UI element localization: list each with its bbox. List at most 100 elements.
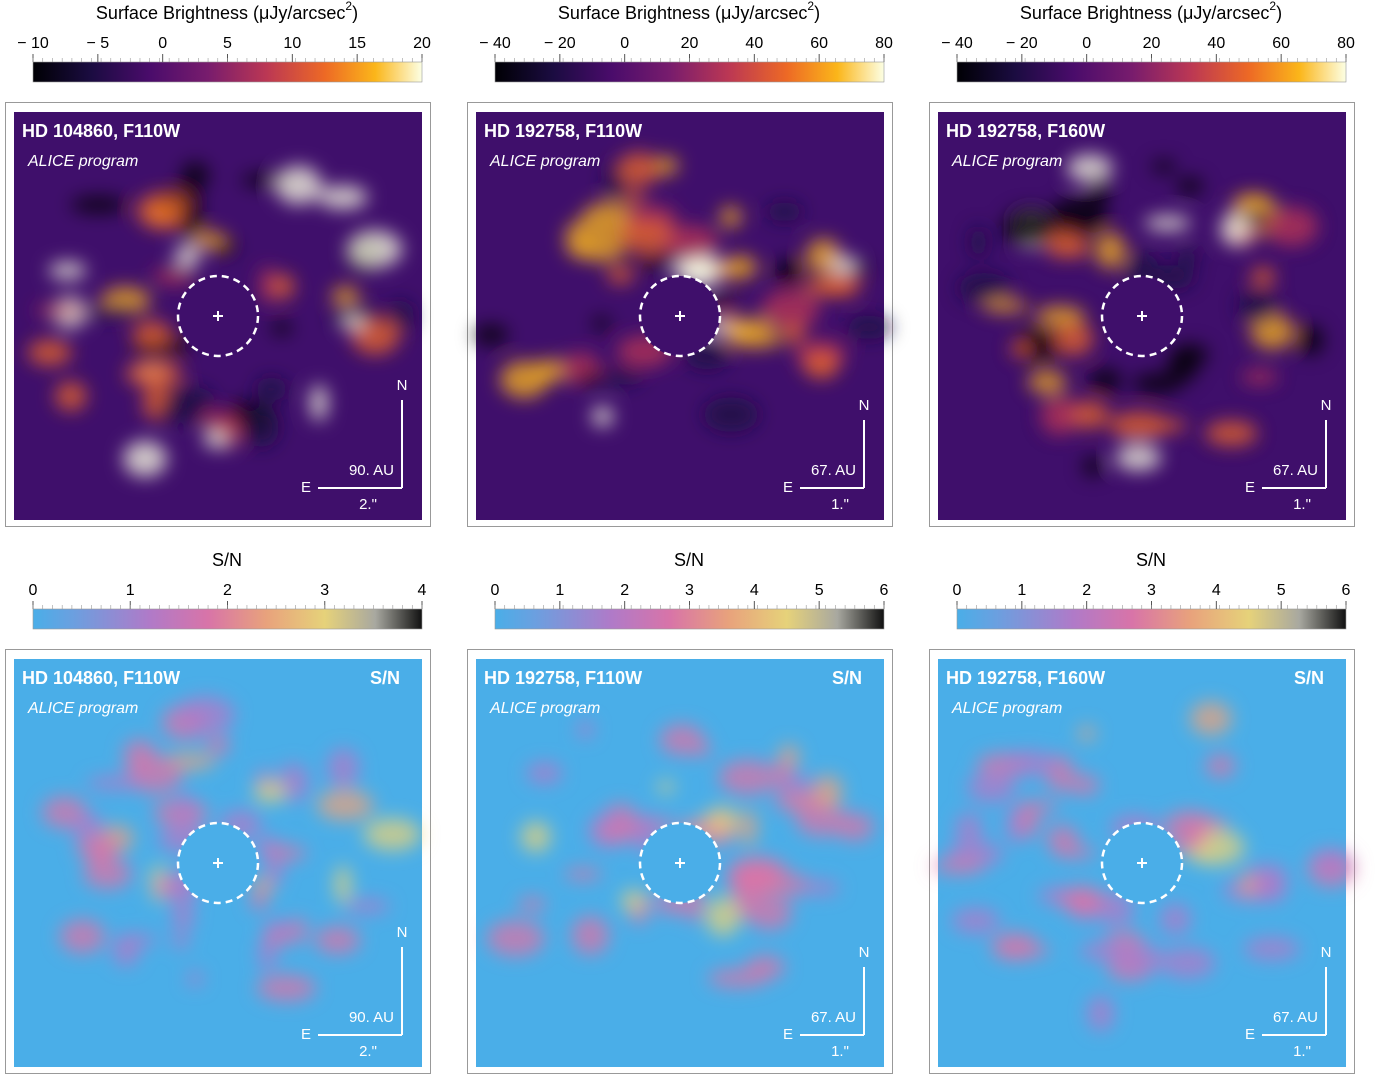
image-blob — [739, 809, 758, 847]
image-blob — [580, 371, 600, 386]
image-blob — [657, 780, 675, 794]
image-blob — [1313, 848, 1349, 878]
east-label: E — [301, 1026, 311, 1043]
colorbar-tick-label: 0 — [1082, 35, 1091, 52]
image-blob — [256, 974, 317, 1002]
image-blob — [706, 896, 741, 937]
colorbar-tick-label: 6 — [880, 582, 889, 599]
image-blob — [263, 845, 307, 861]
image-blob — [1002, 750, 1058, 776]
image-blob — [473, 324, 509, 346]
image-blob — [520, 821, 551, 853]
panel-title: HD 192758, F110W — [484, 668, 642, 688]
image-blob — [1078, 725, 1096, 742]
colorbar-label: S/N — [674, 550, 704, 570]
panel-title: HD 104860, F110W — [22, 121, 180, 141]
colorbar-tick-label: 3 — [1147, 582, 1156, 599]
east-label: E — [783, 479, 793, 496]
label-sup: 2 — [1269, 0, 1276, 13]
image-blob — [255, 377, 288, 401]
au-scale: 90. AU — [349, 1009, 394, 1026]
colorbar-tick-label: 80 — [875, 35, 893, 52]
image-blob — [619, 220, 678, 255]
label-sup: 2 — [807, 0, 814, 13]
image-blob — [761, 289, 820, 330]
image-blob — [577, 720, 594, 739]
au-scale: 67. AU — [1273, 462, 1318, 479]
image-blob — [621, 889, 647, 912]
north-label: N — [859, 397, 870, 414]
image-blob — [1035, 305, 1086, 327]
image-blob — [617, 152, 660, 186]
colorbar-tick-label: − 5 — [86, 35, 109, 52]
east-label: E — [1245, 479, 1255, 496]
colorbar-tick-label: 5 — [815, 582, 824, 599]
image-structure — [932, 701, 1355, 1032]
image-blob — [136, 192, 193, 230]
colorbar-tick-label: 0 — [29, 582, 38, 599]
image-blob — [272, 273, 295, 300]
image-blob — [71, 813, 104, 840]
image-blob — [1109, 411, 1167, 440]
image-blob — [1189, 826, 1206, 845]
image-blob — [932, 858, 986, 875]
image-blob — [779, 777, 819, 791]
image-blob — [1046, 825, 1079, 854]
colorbar-tick-label: 20 — [413, 35, 431, 52]
image-blob — [1220, 212, 1250, 246]
colorbar-tick-label: 0 — [953, 582, 962, 599]
image-blob — [1265, 206, 1318, 247]
image-blob — [803, 880, 840, 896]
colorbar-tick-label: 80 — [1337, 35, 1355, 52]
image-blob — [347, 230, 403, 268]
image-blob — [1159, 903, 1192, 935]
image-blob — [1018, 801, 1039, 838]
image-blob — [571, 915, 610, 956]
image-blob — [314, 926, 361, 955]
image-blob — [1087, 994, 1115, 1032]
panel-tag: S/N — [832, 668, 862, 688]
colorbar-label: Surface Brightness (μJy/arcsec2) — [96, 0, 358, 23]
image-blob — [773, 790, 820, 813]
image-blob — [714, 262, 738, 278]
au-scale: 67. AU — [811, 1009, 856, 1026]
image-structure — [27, 162, 414, 478]
image-blob — [152, 268, 195, 285]
image-blob — [1243, 937, 1300, 961]
arcsec-scale: 2." — [359, 1043, 377, 1060]
east-label: E — [301, 479, 311, 496]
colorbar-tick-label: 0 — [491, 582, 500, 599]
arcsec-scale: 1." — [1293, 1043, 1311, 1060]
label-text: Surface Brightness (μJy/arcsec — [558, 3, 807, 23]
au-scale: 67. AU — [811, 462, 856, 479]
image-structure — [958, 154, 1324, 477]
image-blob — [1205, 420, 1258, 446]
image-blob — [191, 231, 227, 249]
image-blob — [1082, 456, 1104, 477]
colorbar-label: Surface Brightness (μJy/arcsec2) — [558, 0, 820, 23]
image-blob — [175, 793, 194, 825]
colorbar-tick-label: 4 — [418, 582, 427, 599]
image-blob — [719, 206, 742, 228]
image-blob — [334, 865, 352, 904]
image-blob — [846, 315, 892, 340]
north-label: N — [397, 924, 408, 941]
colorbar-tick-label: 5 — [1277, 582, 1286, 599]
colorbar-tick-label: 4 — [1212, 582, 1221, 599]
image-blob — [49, 262, 87, 280]
image-blob — [564, 867, 602, 881]
image-blob — [1177, 249, 1199, 267]
image-blob — [316, 789, 374, 821]
image-blob — [81, 304, 138, 318]
colorbar-tick-label: 40 — [745, 35, 763, 52]
program-label: ALICE program — [489, 700, 600, 717]
image-blob — [75, 834, 120, 861]
image-blob — [782, 322, 805, 344]
colorbar-tick-label: − 40 — [479, 35, 511, 52]
image-blob — [27, 339, 72, 366]
image-blob — [724, 318, 774, 338]
image-structure — [41, 696, 422, 1002]
image-blob — [290, 916, 307, 945]
image-blob — [275, 165, 322, 205]
